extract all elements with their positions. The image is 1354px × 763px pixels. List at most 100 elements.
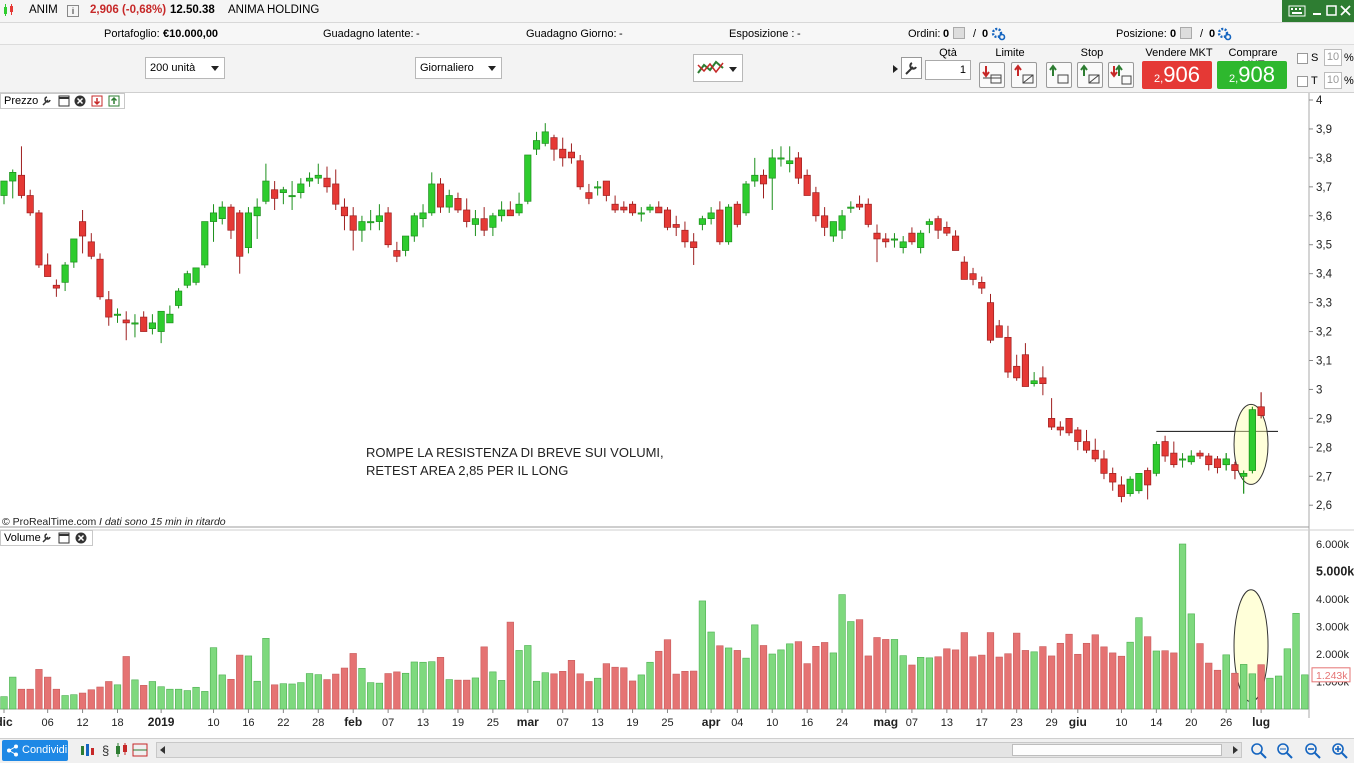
take-profit-checkbox[interactable]: [1297, 76, 1308, 87]
volume-bar: [724, 647, 733, 710]
volume-bar: [786, 643, 794, 710]
formula-icon[interactable]: §: [100, 742, 116, 758]
volume-bar: [436, 656, 445, 710]
price-y-tick-label: 3,1: [1316, 355, 1332, 367]
layout-icon[interactable]: [132, 742, 148, 758]
candle-body: [847, 206, 855, 209]
candle-body: [567, 151, 576, 159]
orders-gear-icon[interactable]: [991, 26, 1006, 41]
candle-body: [471, 218, 479, 225]
volume-bar: [943, 648, 951, 710]
volume-bar: [1004, 653, 1012, 710]
close-icon[interactable]: [75, 532, 87, 544]
minimize-icon[interactable]: [1312, 6, 1322, 16]
chart-type-select[interactable]: [693, 54, 743, 82]
maximize-icon[interactable]: [1326, 5, 1337, 16]
scroll-left-icon[interactable]: [160, 746, 165, 754]
zoom-reset-icon[interactable]: [1250, 742, 1267, 759]
orders-slash: /: [973, 28, 977, 40]
orders-window-icon[interactable]: [953, 27, 965, 39]
title-bar: ANIM i 2,906 (-0,68%) 12.50.38 ANIMA HOL…: [0, 0, 1354, 23]
info-icon[interactable]: i: [67, 5, 79, 17]
candle-body: [87, 241, 95, 257]
stop-buy-button[interactable]: [1046, 62, 1072, 88]
x-tick-label: 23: [1011, 717, 1023, 729]
exposure-value: -: [797, 28, 801, 40]
share-button[interactable]: Condividi: [2, 740, 68, 761]
volume-bar: [672, 673, 680, 710]
candle-body: [1013, 365, 1021, 379]
window-icon[interactable]: [58, 532, 70, 544]
buy-mkt-button[interactable]: 2,908: [1217, 61, 1287, 89]
stop-loss-checkbox[interactable]: [1297, 53, 1308, 64]
scroll-right-icon[interactable]: [1233, 746, 1238, 754]
sell-mkt-button[interactable]: 2,906: [1142, 61, 1212, 89]
take-profit-label: T: [1311, 75, 1318, 87]
candle-body: [1222, 458, 1230, 466]
candle-body: [725, 206, 733, 243]
wrench-icon[interactable]: [41, 95, 53, 107]
credit-label[interactable]: © ProRealTime.com: [2, 516, 97, 528]
sell-order-icon[interactable]: [91, 95, 103, 107]
volume-y-tick-label: 5.000k: [1316, 565, 1354, 579]
volume-bar: [611, 666, 619, 710]
candle-body: [620, 206, 628, 211]
candle-body: [1091, 449, 1099, 460]
volume-bar: [340, 667, 349, 710]
candle-body: [812, 192, 820, 217]
volume-bar: [35, 669, 43, 710]
position-gear-icon[interactable]: [1217, 26, 1232, 41]
x-tick-label: 10: [1115, 717, 1127, 729]
period-select[interactable]: Giornaliero: [415, 57, 502, 79]
close-icon[interactable]: [1340, 5, 1351, 16]
x-tick-label: 13: [592, 717, 604, 729]
wrench-button[interactable]: [901, 57, 922, 79]
limit-buy-button[interactable]: [979, 62, 1005, 88]
volume-y-tick-label: 2.000k: [1316, 649, 1350, 661]
candle-body: [419, 212, 427, 220]
volume-panel-title: Volume: [4, 532, 41, 544]
zoom-in-icon[interactable]: [1331, 742, 1348, 759]
candle-body: [707, 212, 715, 220]
window-icon[interactable]: [58, 95, 70, 107]
close-icon[interactable]: [74, 95, 86, 107]
horizontal-scrollbar[interactable]: [156, 742, 1242, 758]
volume-bar: [1213, 669, 1222, 710]
x-tick-label: 07: [382, 717, 394, 729]
indicator-icon[interactable]: [80, 742, 96, 758]
x-tick-label: 14: [1150, 717, 1162, 729]
limit-sell-button[interactable]: [1011, 62, 1037, 88]
stop-limit-icon: [1110, 64, 1132, 85]
candle-type-icon[interactable]: [114, 742, 130, 758]
volume-bar: [253, 680, 261, 710]
units-select[interactable]: 200 unità: [145, 57, 225, 79]
zoom-out-icon[interactable]: [1304, 742, 1321, 759]
take-profit-input[interactable]: 10: [1324, 72, 1342, 89]
share-icon: [7, 744, 18, 757]
volume-bar: [0, 696, 8, 710]
wrench-icon[interactable]: [41, 532, 53, 544]
stop-loss-input[interactable]: 10: [1324, 49, 1342, 66]
candlestick-icon[interactable]: [2, 3, 16, 17]
candle-body: [52, 284, 60, 289]
buy-order-icon[interactable]: [108, 95, 120, 107]
expand-arrow-icon[interactable]: [893, 65, 898, 73]
symbol-label[interactable]: ANIM: [29, 4, 58, 16]
chart-canvas[interactable]: 4 3,9 3,8 3,7 3,6 3,5 3,4 3,3 3,2 3,1 3 2,9 2,8 2,7 2,…: [0, 93, 1354, 738]
stop-limit-button[interactable]: [1108, 62, 1134, 88]
price-candles: [0, 123, 1265, 503]
position-window-icon[interactable]: [1180, 27, 1192, 39]
qty-input[interactable]: [925, 60, 971, 80]
scroll-thumb[interactable]: [1012, 744, 1222, 756]
volume-bar: [829, 652, 837, 710]
volume-bar: [742, 657, 750, 710]
keyboard-icon[interactable]: [1288, 4, 1306, 18]
candle-body: [681, 229, 689, 243]
candle-body: [978, 281, 986, 289]
volume-bar: [681, 671, 689, 710]
zoom-fit-icon[interactable]: [1276, 742, 1293, 759]
volume-bar: [1196, 643, 1204, 710]
candle-body: [1065, 418, 1073, 434]
candle-body: [925, 221, 933, 225]
stop-sell-button[interactable]: [1077, 62, 1103, 88]
